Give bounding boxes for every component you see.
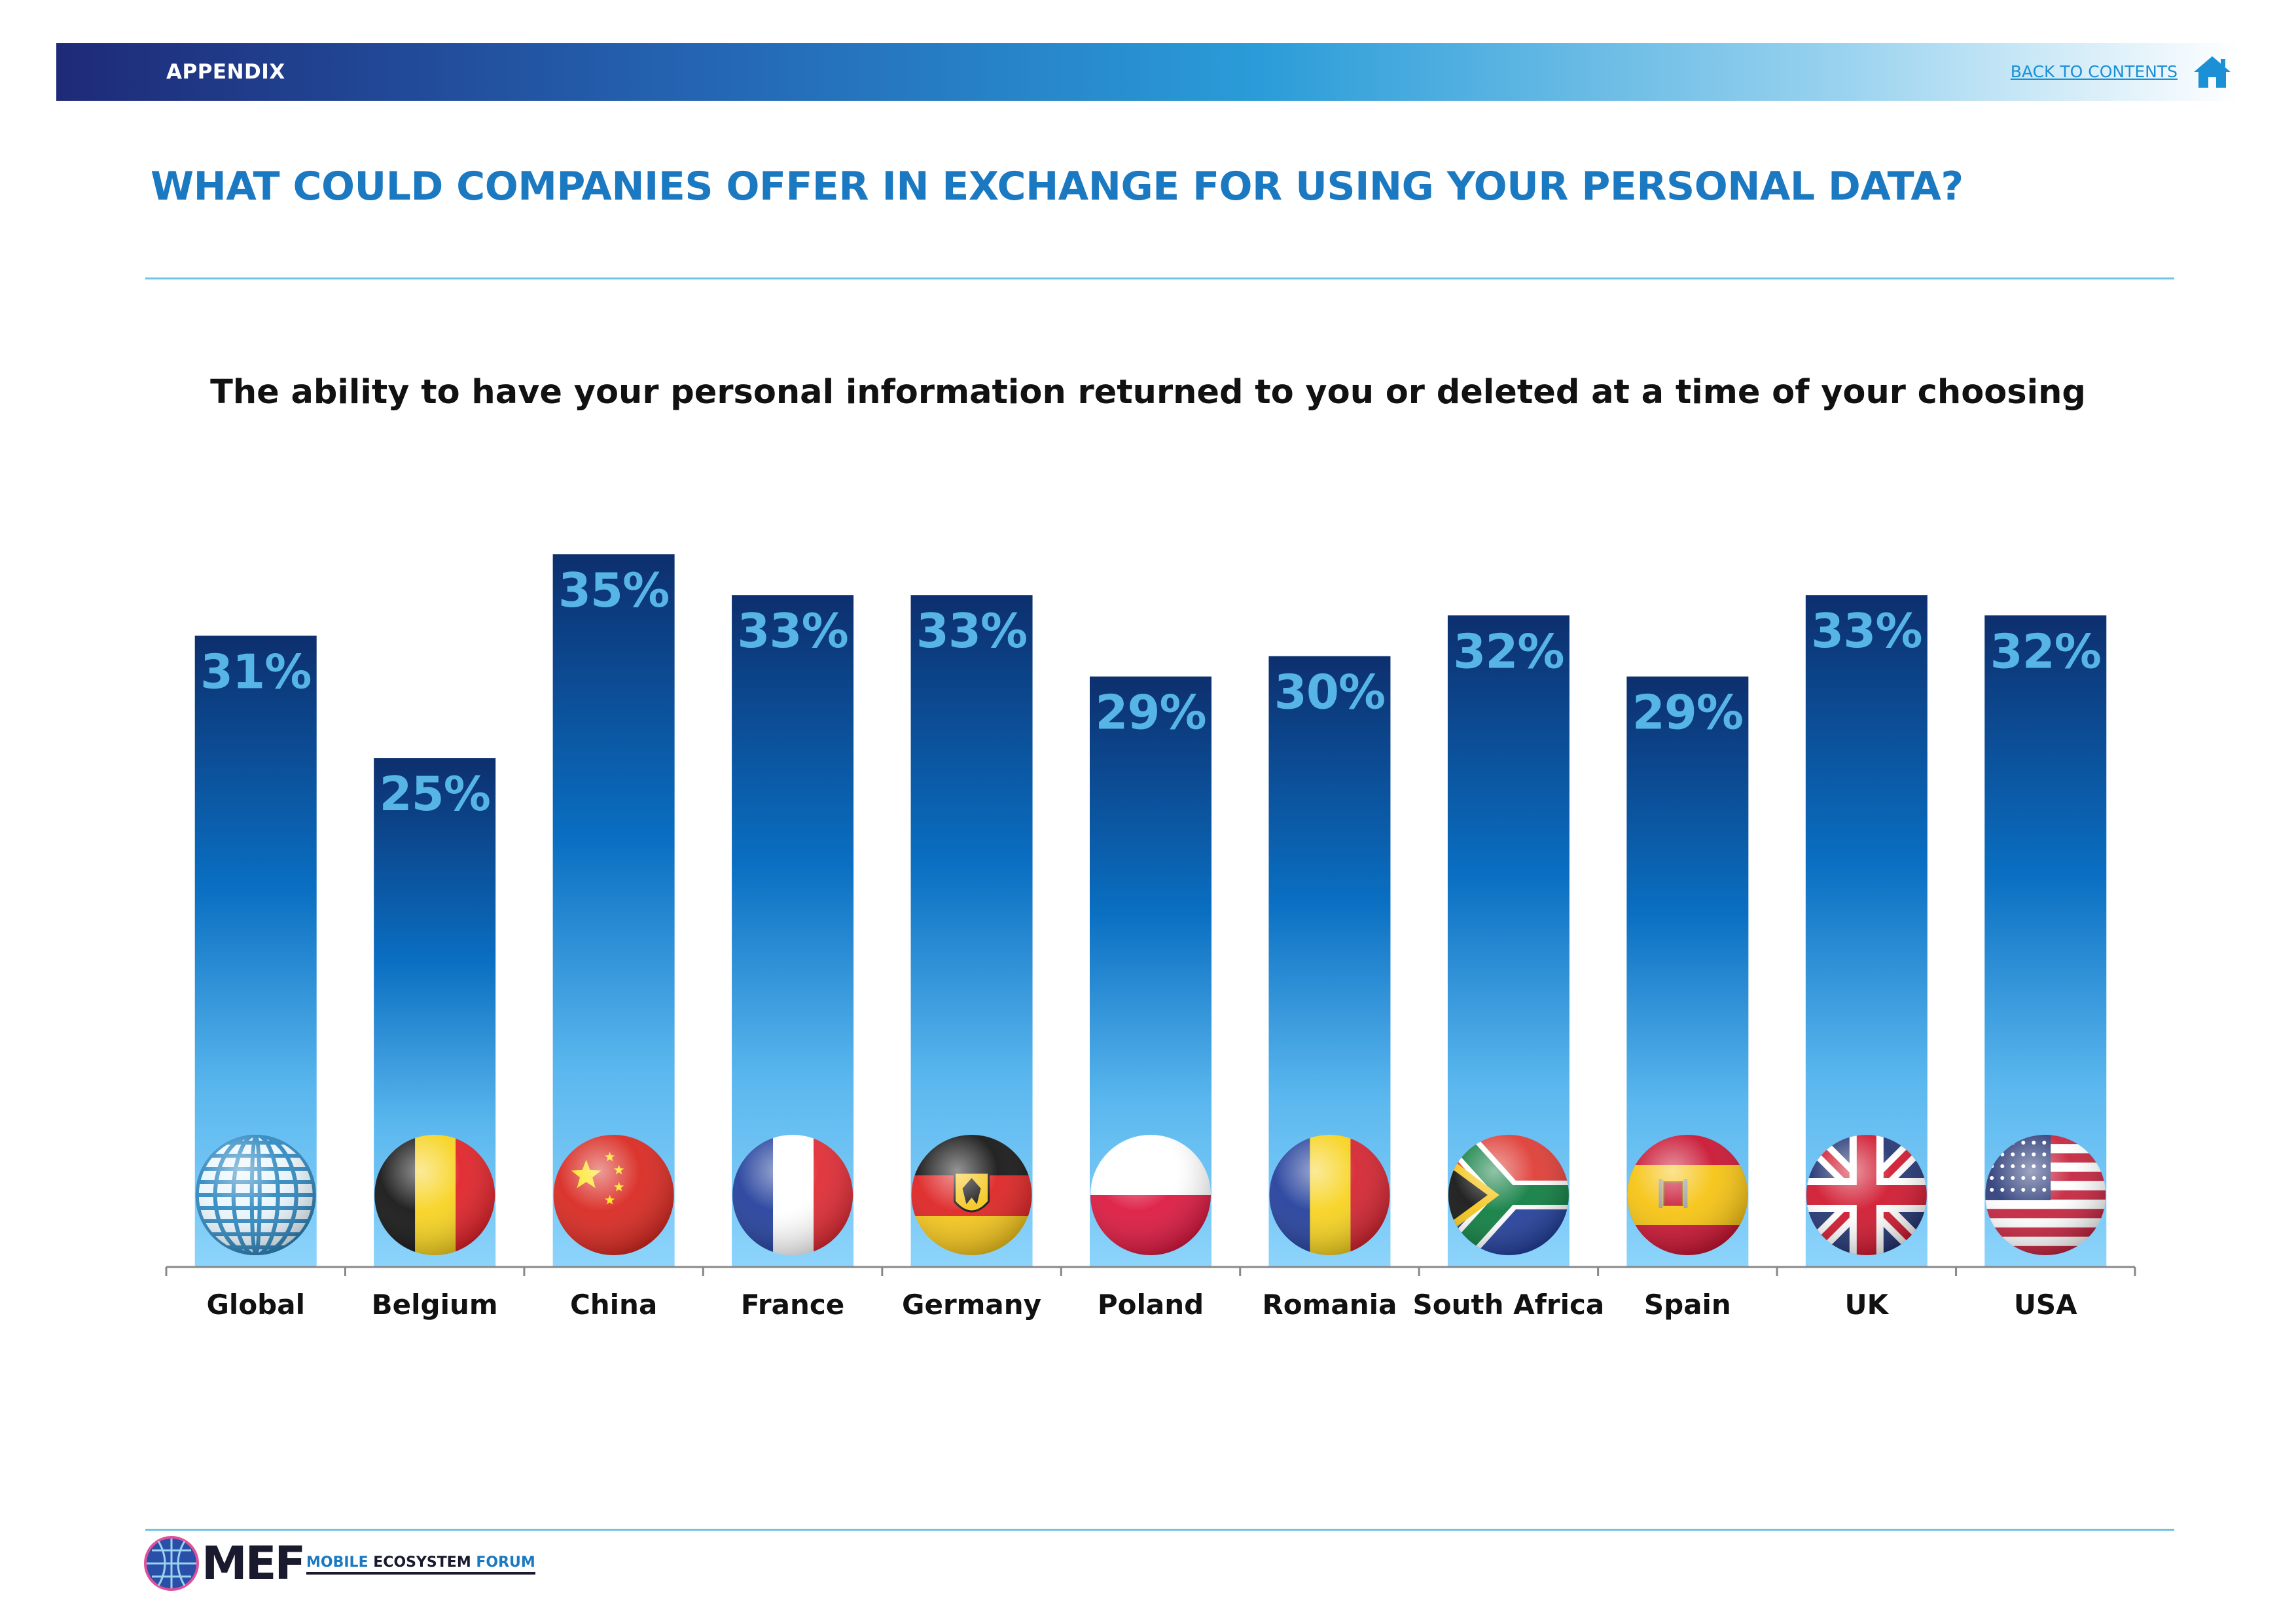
bar-value-label: 30%	[1274, 665, 1385, 720]
mef-globe-icon	[144, 1536, 199, 1591]
chart-title: The ability to have your personal inform…	[210, 373, 2086, 412]
category-label: Poland	[1098, 1289, 1204, 1321]
category-label: Germany	[902, 1289, 1041, 1321]
bar-value-label: 33%	[916, 603, 1027, 658]
uk-flag-icon	[1806, 1135, 1927, 1255]
mef-sub-forum: FORUM	[476, 1554, 535, 1571]
bar-value-label: 32%	[1990, 624, 2101, 679]
bar-value-label: 33%	[1811, 603, 1922, 658]
category-label: China	[570, 1289, 657, 1321]
globe-icon	[195, 1135, 316, 1255]
mef-sub-ecosystem: ECOSYSTEM	[373, 1554, 471, 1571]
page-title: WHAT COULD COMPANIES OFFER IN EXCHANGE F…	[151, 164, 1964, 209]
category-label: France	[741, 1289, 844, 1321]
mef-sub-mobile: MOBILE	[306, 1554, 368, 1571]
mef-logo: MEF MOBILE ECOSYSTEM FORUM	[144, 1535, 563, 1594]
south-africa-flag-icon	[1448, 1135, 1569, 1255]
category-label: Global	[206, 1289, 305, 1321]
china-flag-icon	[553, 1135, 674, 1255]
bar-value-label: 29%	[1095, 685, 1206, 740]
category-label: Spain	[1644, 1289, 1731, 1321]
title-divider	[145, 277, 2174, 279]
category-label: South Africa	[1413, 1289, 1605, 1321]
mef-logo-subtitle: MOBILE ECOSYSTEM FORUM	[306, 1554, 535, 1575]
bar-value-label: 25%	[380, 766, 490, 821]
header-banner: APPENDIX BACK TO CONTENTS	[56, 43, 2240, 101]
spain-flag-icon	[1627, 1135, 1748, 1255]
category-label: UK	[1844, 1289, 1889, 1321]
bar-value-label: 29%	[1632, 685, 1743, 740]
footer-divider	[145, 1529, 2174, 1531]
category-label: USA	[2014, 1289, 2077, 1321]
bar-value-label: 33%	[737, 603, 848, 658]
category-label: Romania	[1262, 1289, 1397, 1321]
poland-flag-icon	[1090, 1135, 1211, 1255]
bar-value-label: 31%	[200, 644, 311, 699]
bar-value-label: 35%	[558, 563, 669, 618]
france-flag-icon	[732, 1135, 853, 1255]
section-label: APPENDIX	[166, 60, 285, 84]
mef-logo-text: MEF	[202, 1537, 306, 1590]
romania-flag-icon	[1269, 1135, 1390, 1255]
back-to-contents-link[interactable]: BACK TO CONTENTS	[2010, 62, 2178, 81]
category-label: Belgium	[372, 1289, 498, 1321]
usa-flag-icon	[1985, 1135, 2106, 1255]
germany-flag-icon	[911, 1135, 1032, 1255]
home-icon[interactable]	[2193, 55, 2232, 89]
bar-value-label: 32%	[1453, 624, 1564, 679]
